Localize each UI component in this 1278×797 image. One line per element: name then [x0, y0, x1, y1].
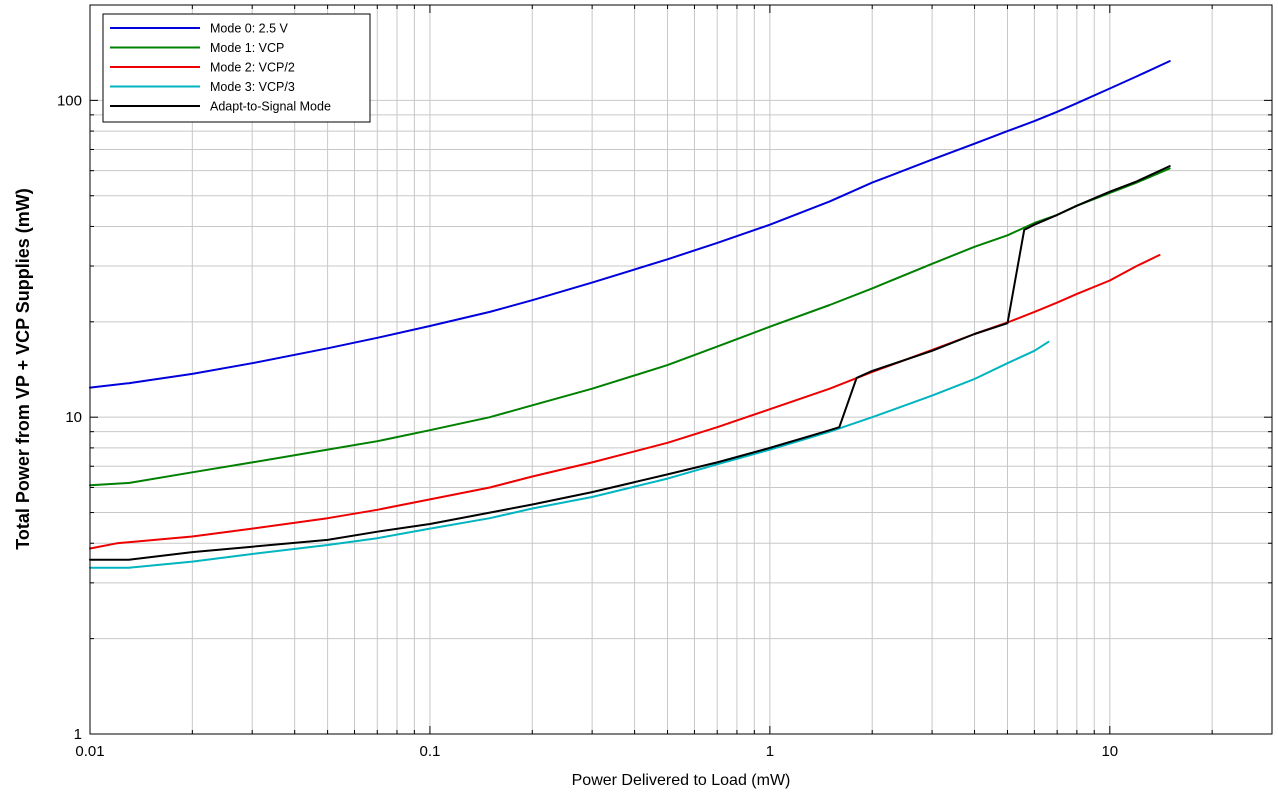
y-tick-label: 10: [65, 409, 82, 426]
legend: Mode 0: 2.5 V Mode 1: VCP Mode 2: VCP/2 Mod…: [102, 13, 371, 123]
series-line-0: [89, 60, 1171, 389]
x-tick-label: 1: [766, 743, 774, 760]
legend-label-0: Mode 0: 2.5 V: [210, 22, 288, 36]
legend-label-2: Mode 2: VCP/2: [210, 61, 295, 75]
y-tick-label: 100: [57, 92, 82, 109]
x-axis-label: Power Delivered to Load (mW): [572, 772, 791, 789]
series-line-3: [89, 340, 1050, 569]
plot-frame: [89, 4, 1273, 735]
axis-ticks: [89, 4, 1273, 735]
grid: [89, 4, 1273, 735]
x-tick-label: 0.1: [420, 743, 441, 760]
series-line-4: [89, 165, 1171, 561]
y-tick-label: 1: [74, 726, 82, 743]
x-tick-label: 0.01: [75, 743, 104, 760]
y-axis-label: Total Power from VP + VCP Supplies (mW): [13, 188, 33, 550]
plot-background: [90, 5, 1272, 734]
series-lines: [89, 60, 1171, 569]
legend-label-3: Mode 3: VCP/3: [210, 80, 295, 94]
tick-labels: 0.01 0.1 1 10 1 10 100: [57, 92, 1118, 760]
legend-label-1: Mode 1: VCP: [210, 41, 284, 55]
legend-label-4: Adapt-to-Signal Mode: [210, 100, 331, 114]
x-tick-label: 10: [1101, 743, 1118, 760]
series-line-2: [89, 254, 1161, 550]
